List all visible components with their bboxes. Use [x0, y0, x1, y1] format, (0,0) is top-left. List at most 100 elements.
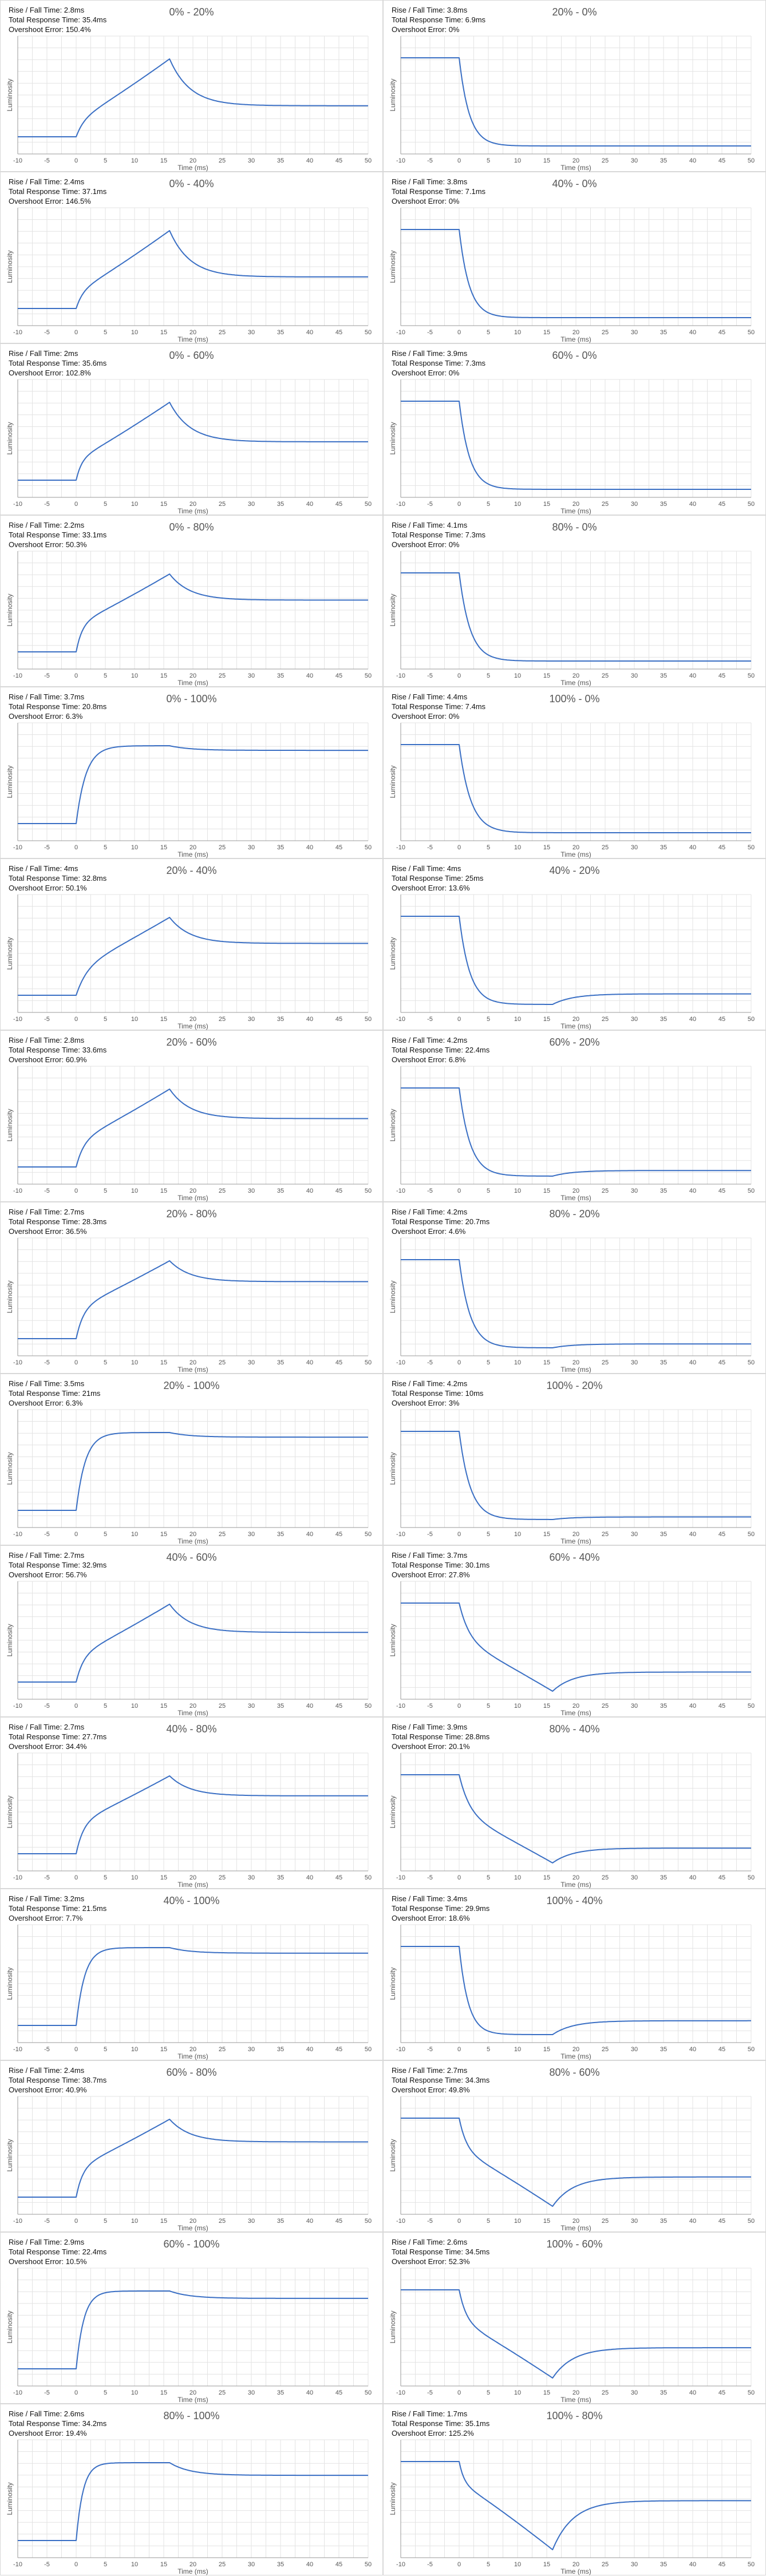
line-chart: -10 -5 0 5 10 15 20 25 30 35 40 45 50 Time (ms) Lumino… — [389, 35, 755, 172]
x-tick-label: 10 — [131, 844, 138, 851]
x-tick-label: 35 — [660, 1016, 667, 1023]
x-tick-label: 15 — [543, 2218, 550, 2225]
x-tick-label: 40 — [306, 2218, 313, 2225]
x-tick-label: 25 — [602, 157, 609, 164]
x-tick-label: 0 — [457, 2561, 461, 2568]
luminosity-series-line — [401, 1946, 751, 2035]
rise-fall-time: Rise / Fall Time: 1.7ms — [392, 2409, 468, 2418]
x-tick-label: 5 — [104, 1874, 107, 1881]
x-tick-label: -10 — [396, 329, 405, 336]
response-stats: Rise / Fall Time: 2.8ms Total Response Ti… — [9, 5, 106, 34]
x-tick-label: 30 — [631, 1016, 638, 1023]
x-tick-label: 0 — [74, 2218, 78, 2225]
total-response-time: Total Response Time: 34.2ms — [9, 2419, 107, 2428]
x-tick-label: 30 — [248, 1874, 255, 1881]
x-tick-label: 35 — [277, 1703, 284, 1710]
total-response-time: Total Response Time: 21.5ms — [9, 1904, 107, 1913]
x-tick-label: -5 — [44, 844, 50, 851]
x-tick-label: 0 — [74, 1016, 78, 1023]
overshoot-error: Overshoot Error: 146.5% — [9, 197, 91, 205]
x-tick-label: -5 — [44, 1188, 50, 1194]
x-tick-label: 40 — [689, 329, 696, 336]
x-tick-label: 45 — [335, 844, 342, 851]
response-stats: Rise / Fall Time: 3.7ms Total Response Ti… — [9, 692, 106, 721]
total-response-time: Total Response Time: 7.3ms — [392, 531, 486, 539]
x-tick-label: -10 — [13, 157, 22, 164]
x-tick-label: 5 — [487, 2389, 490, 2396]
x-tick-label: 45 — [335, 1016, 342, 1023]
x-tick-label: 0 — [457, 2218, 461, 2225]
x-tick-label: 25 — [602, 501, 609, 508]
total-response-time: Total Response Time: 22.4ms — [392, 1046, 490, 1054]
response-stats: Rise / Fall Time: 2.8ms Total Response Ti… — [9, 1035, 106, 1065]
x-tick-label: 5 — [104, 1703, 107, 1710]
x-tick-label: 0 — [74, 2046, 78, 2053]
x-tick-label: 45 — [718, 1188, 725, 1194]
x-tick-label: 15 — [160, 2389, 167, 2396]
y-axis-label: Luminosity — [6, 422, 14, 454]
y-axis-label: Luminosity — [389, 1280, 397, 1313]
x-tick-label: 25 — [602, 1359, 609, 1366]
x-tick-label: 40 — [306, 1359, 313, 1366]
x-tick-label: 5 — [104, 157, 107, 164]
x-tick-label: 20 — [189, 2218, 196, 2225]
total-response-time: Total Response Time: 20.8ms — [9, 702, 107, 711]
line-chart: -10 -5 0 5 10 15 20 25 30 35 40 45 50 Time (ms) Lumino… — [6, 722, 372, 858]
chart-panel: Rise / Fall Time: 2.7ms Total Response Ti… — [0, 1202, 383, 1374]
x-tick-label: 10 — [514, 844, 521, 851]
overshoot-error: Overshoot Error: 6.8% — [392, 1055, 466, 1064]
y-axis-label: Luminosity — [389, 2139, 397, 2171]
x-tick-label: 10 — [514, 1359, 521, 1366]
x-axis-label: Time (ms) — [177, 1366, 208, 1374]
rise-fall-time: Rise / Fall Time: 2.6ms — [392, 2238, 468, 2246]
y-axis-label: Luminosity — [389, 593, 397, 626]
x-axis-label: Time (ms) — [177, 2224, 208, 2232]
y-axis-label: Luminosity — [6, 1967, 14, 2000]
total-response-time: Total Response Time: 35.6ms — [9, 359, 107, 367]
x-tick-label: 45 — [335, 2561, 342, 2568]
chart-panel: Rise / Fall Time: 2.7ms Total Response Ti… — [0, 1545, 383, 1717]
rise-fall-time: Rise / Fall Time: 4ms — [392, 864, 461, 873]
rise-fall-time: Rise / Fall Time: 4.1ms — [392, 521, 468, 529]
x-tick-label: -5 — [427, 2046, 433, 2053]
x-tick-label: 15 — [543, 501, 550, 508]
line-chart: -10 -5 0 5 10 15 20 25 30 35 40 45 50 Time (ms) Lumino… — [6, 1409, 372, 1545]
x-tick-label: 50 — [365, 501, 372, 508]
x-tick-label: 50 — [365, 1359, 372, 1366]
overshoot-error: Overshoot Error: 34.4% — [9, 1742, 87, 1751]
luminosity-series-line — [401, 229, 751, 318]
x-tick-label: 35 — [660, 2561, 667, 2568]
x-tick-label: 45 — [718, 2389, 725, 2396]
x-tick-label: 20 — [572, 1016, 579, 1023]
x-tick-label: 0 — [74, 1703, 78, 1710]
x-tick-label: -10 — [396, 1016, 405, 1023]
rise-fall-time: Rise / Fall Time: 4ms — [9, 864, 78, 873]
x-tick-label: 35 — [660, 1874, 667, 1881]
x-tick-label: 35 — [660, 501, 667, 508]
x-tick-label: 45 — [335, 1703, 342, 1710]
overshoot-error: Overshoot Error: 125.2% — [392, 2429, 474, 2437]
x-tick-label: 15 — [543, 844, 550, 851]
chart-title: 0% - 20% — [169, 6, 214, 18]
luminosity-series-line — [18, 1432, 368, 1511]
x-tick-label: 20 — [572, 157, 579, 164]
x-tick-label: 10 — [131, 672, 138, 679]
x-tick-label: 15 — [543, 1703, 550, 1710]
x-tick-label: 30 — [631, 329, 638, 336]
x-tick-label: 20 — [189, 501, 196, 508]
x-tick-label: -5 — [427, 1016, 433, 1023]
total-response-time: Total Response Time: 6.9ms — [392, 15, 486, 24]
x-tick-label: -5 — [427, 329, 433, 336]
total-response-time: Total Response Time: 7.4ms — [392, 702, 486, 711]
x-tick-label: 15 — [160, 1188, 167, 1194]
x-tick-label: 35 — [277, 501, 284, 508]
x-tick-label: 30 — [248, 2218, 255, 2225]
chart-title: 80% - 20% — [549, 1208, 600, 1220]
chart-title: 100% - 20% — [546, 1380, 603, 1391]
x-tick-label: 20 — [572, 2561, 579, 2568]
line-chart: -10 -5 0 5 10 15 20 25 30 35 40 45 50 Time (ms) Lumino… — [6, 2268, 372, 2404]
response-stats: Rise / Fall Time: 2.6ms Total Response Ti… — [9, 2409, 106, 2438]
x-tick-label: 5 — [487, 1531, 490, 1538]
x-tick-label: 20 — [572, 329, 579, 336]
total-response-time: Total Response Time: 21ms — [9, 1389, 101, 1398]
